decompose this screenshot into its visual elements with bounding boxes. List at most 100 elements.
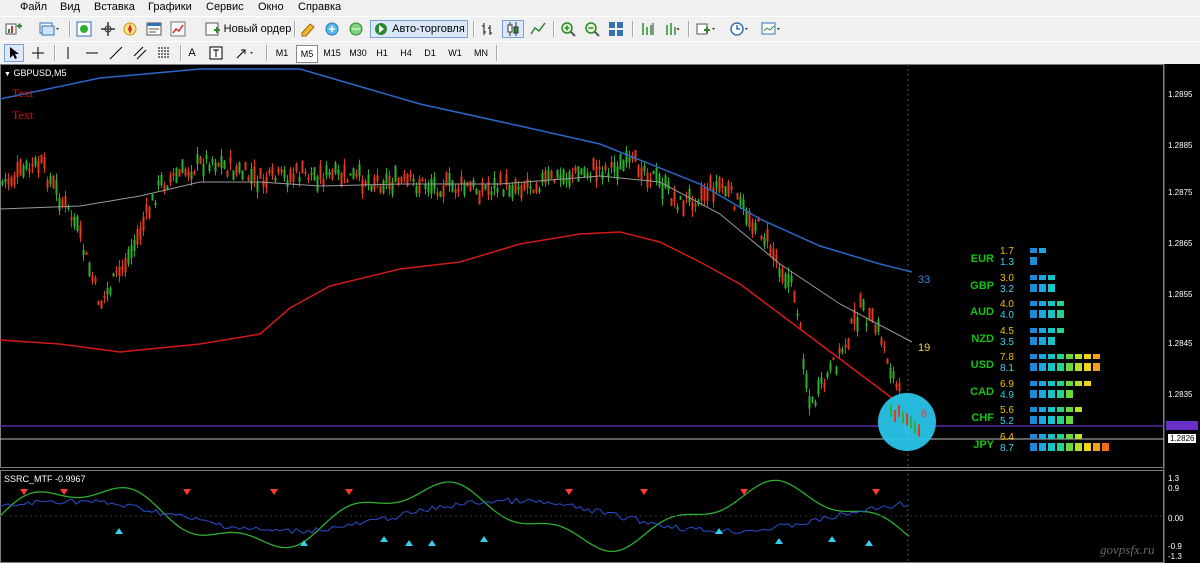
fibonacci-icon[interactable] bbox=[154, 44, 174, 62]
timeframe-m15[interactable]: M15 bbox=[323, 48, 341, 58]
candle-body bbox=[25, 160, 28, 170]
vertical-line-icon[interactable] bbox=[58, 44, 78, 62]
timeframe-mn[interactable]: MN bbox=[474, 48, 488, 58]
timeframe-m30[interactable]: M30 bbox=[349, 48, 367, 58]
menu-insert[interactable]: Вставка bbox=[94, 1, 135, 13]
candle-body bbox=[199, 156, 202, 164]
crosshair-icon[interactable] bbox=[28, 44, 48, 62]
timeframe-m1[interactable]: M1 bbox=[275, 48, 289, 58]
chart-shift-icon[interactable] bbox=[638, 20, 658, 38]
candle-body bbox=[691, 201, 694, 211]
candle-body bbox=[58, 198, 61, 211]
profiles-icon[interactable] bbox=[35, 20, 63, 38]
candle-body bbox=[13, 175, 16, 186]
strength-value-b: 4.9 bbox=[1000, 389, 1014, 401]
price-tick: 1.2895 bbox=[1168, 90, 1193, 99]
new-order-button[interactable]: Новый ордер bbox=[204, 20, 292, 38]
candle-body bbox=[826, 372, 829, 378]
autotrade-button[interactable]: Авто-торговля bbox=[370, 20, 468, 38]
trendline-icon[interactable] bbox=[106, 44, 126, 62]
candle-body bbox=[700, 186, 703, 201]
bar-chart-icon[interactable] bbox=[478, 20, 498, 38]
zoom-out-icon[interactable] bbox=[582, 20, 602, 38]
text-object-1[interactable]: Text bbox=[12, 86, 34, 100]
strength-bar-a bbox=[1039, 354, 1046, 359]
timeframe-h1[interactable]: H1 bbox=[376, 48, 388, 58]
cursor-icon[interactable] bbox=[4, 44, 24, 62]
candlestick-icon[interactable] bbox=[502, 20, 524, 38]
candle-body bbox=[577, 166, 580, 182]
timeframe-w1[interactable]: W1 bbox=[448, 48, 462, 58]
new-chart-icon[interactable] bbox=[3, 20, 25, 38]
indicators-icon[interactable] bbox=[694, 20, 720, 38]
candle-body bbox=[469, 181, 472, 192]
zoom-in-icon[interactable] bbox=[558, 20, 578, 38]
text-object-2[interactable]: Text bbox=[12, 108, 34, 122]
chart-window[interactable]: ▼ GBPUSD,M5 Text Text 1.2895 1.2885 1.28… bbox=[0, 64, 1200, 563]
data-window-icon[interactable] bbox=[98, 20, 118, 38]
menu-charts[interactable]: Графики bbox=[148, 1, 192, 13]
signals-icon[interactable] bbox=[322, 20, 342, 38]
equidistant-channel-icon[interactable] bbox=[130, 44, 150, 62]
indicator-tick: -0.9 bbox=[1168, 542, 1182, 551]
separator bbox=[473, 21, 475, 37]
market-icon[interactable] bbox=[346, 20, 366, 38]
purple-price-tag bbox=[1166, 421, 1198, 430]
candle-body bbox=[871, 308, 874, 323]
candle-body bbox=[556, 170, 559, 179]
timeframe-d1[interactable]: D1 bbox=[424, 48, 436, 58]
separator bbox=[294, 21, 296, 37]
ma-red-line bbox=[0, 231, 901, 405]
strength-bar-a bbox=[1066, 433, 1073, 439]
candle-body bbox=[838, 347, 841, 354]
strength-bar-a bbox=[1084, 380, 1091, 386]
candle-body bbox=[376, 175, 379, 182]
candle-body bbox=[244, 161, 247, 171]
strength-bar-a bbox=[1093, 354, 1100, 359]
periods-icon[interactable] bbox=[726, 20, 754, 38]
navigator-icon[interactable] bbox=[120, 20, 140, 38]
strength-value-b: 4.0 bbox=[1000, 310, 1014, 321]
candle-body bbox=[868, 308, 871, 321]
meta-editor-icon[interactable] bbox=[298, 20, 318, 38]
menu-tools[interactable]: Сервис bbox=[206, 1, 244, 13]
horizontal-line-icon[interactable] bbox=[82, 44, 102, 62]
candle-body bbox=[496, 187, 499, 193]
candle-body bbox=[553, 179, 556, 183]
candle-body bbox=[310, 172, 313, 176]
candle-body bbox=[409, 173, 412, 178]
candle-body bbox=[757, 216, 760, 222]
candle-body bbox=[223, 160, 226, 169]
candle-body bbox=[460, 176, 463, 185]
candle-body bbox=[7, 178, 10, 185]
candle-body bbox=[76, 216, 79, 231]
terminal-icon[interactable] bbox=[144, 20, 164, 38]
price-chart[interactable] bbox=[0, 64, 1200, 563]
autoscroll-icon[interactable] bbox=[662, 20, 682, 38]
candle-body bbox=[724, 186, 727, 197]
text-label-icon[interactable] bbox=[206, 44, 226, 62]
menu-file[interactable]: Файл bbox=[20, 1, 48, 13]
timeframe-h4[interactable]: H4 bbox=[400, 48, 412, 58]
market-watch-icon[interactable] bbox=[74, 20, 94, 38]
candle-body bbox=[727, 181, 730, 196]
tester-icon[interactable] bbox=[168, 20, 188, 38]
menu-view[interactable]: Вид bbox=[60, 1, 80, 13]
candle-body bbox=[316, 176, 319, 192]
candle-body bbox=[439, 191, 442, 198]
candle-body bbox=[115, 270, 118, 273]
candle-body bbox=[544, 170, 547, 184]
templates-icon[interactable] bbox=[758, 20, 786, 38]
tile-windows-icon[interactable] bbox=[606, 20, 626, 38]
text-tool[interactable]: A bbox=[188, 47, 196, 59]
timeframe-m5[interactable]: M5 bbox=[296, 45, 318, 63]
menu-help[interactable]: Справка bbox=[298, 1, 342, 13]
ma-blue-line bbox=[0, 68, 913, 273]
candle-body bbox=[337, 169, 340, 176]
buy-arrow-icon bbox=[828, 536, 836, 542]
menu-window[interactable]: Окно bbox=[258, 1, 284, 13]
arrows-dropdown-icon[interactable] bbox=[232, 44, 260, 62]
candle-body bbox=[109, 288, 112, 295]
line-chart-icon[interactable] bbox=[528, 20, 548, 38]
candle-body bbox=[535, 183, 538, 193]
